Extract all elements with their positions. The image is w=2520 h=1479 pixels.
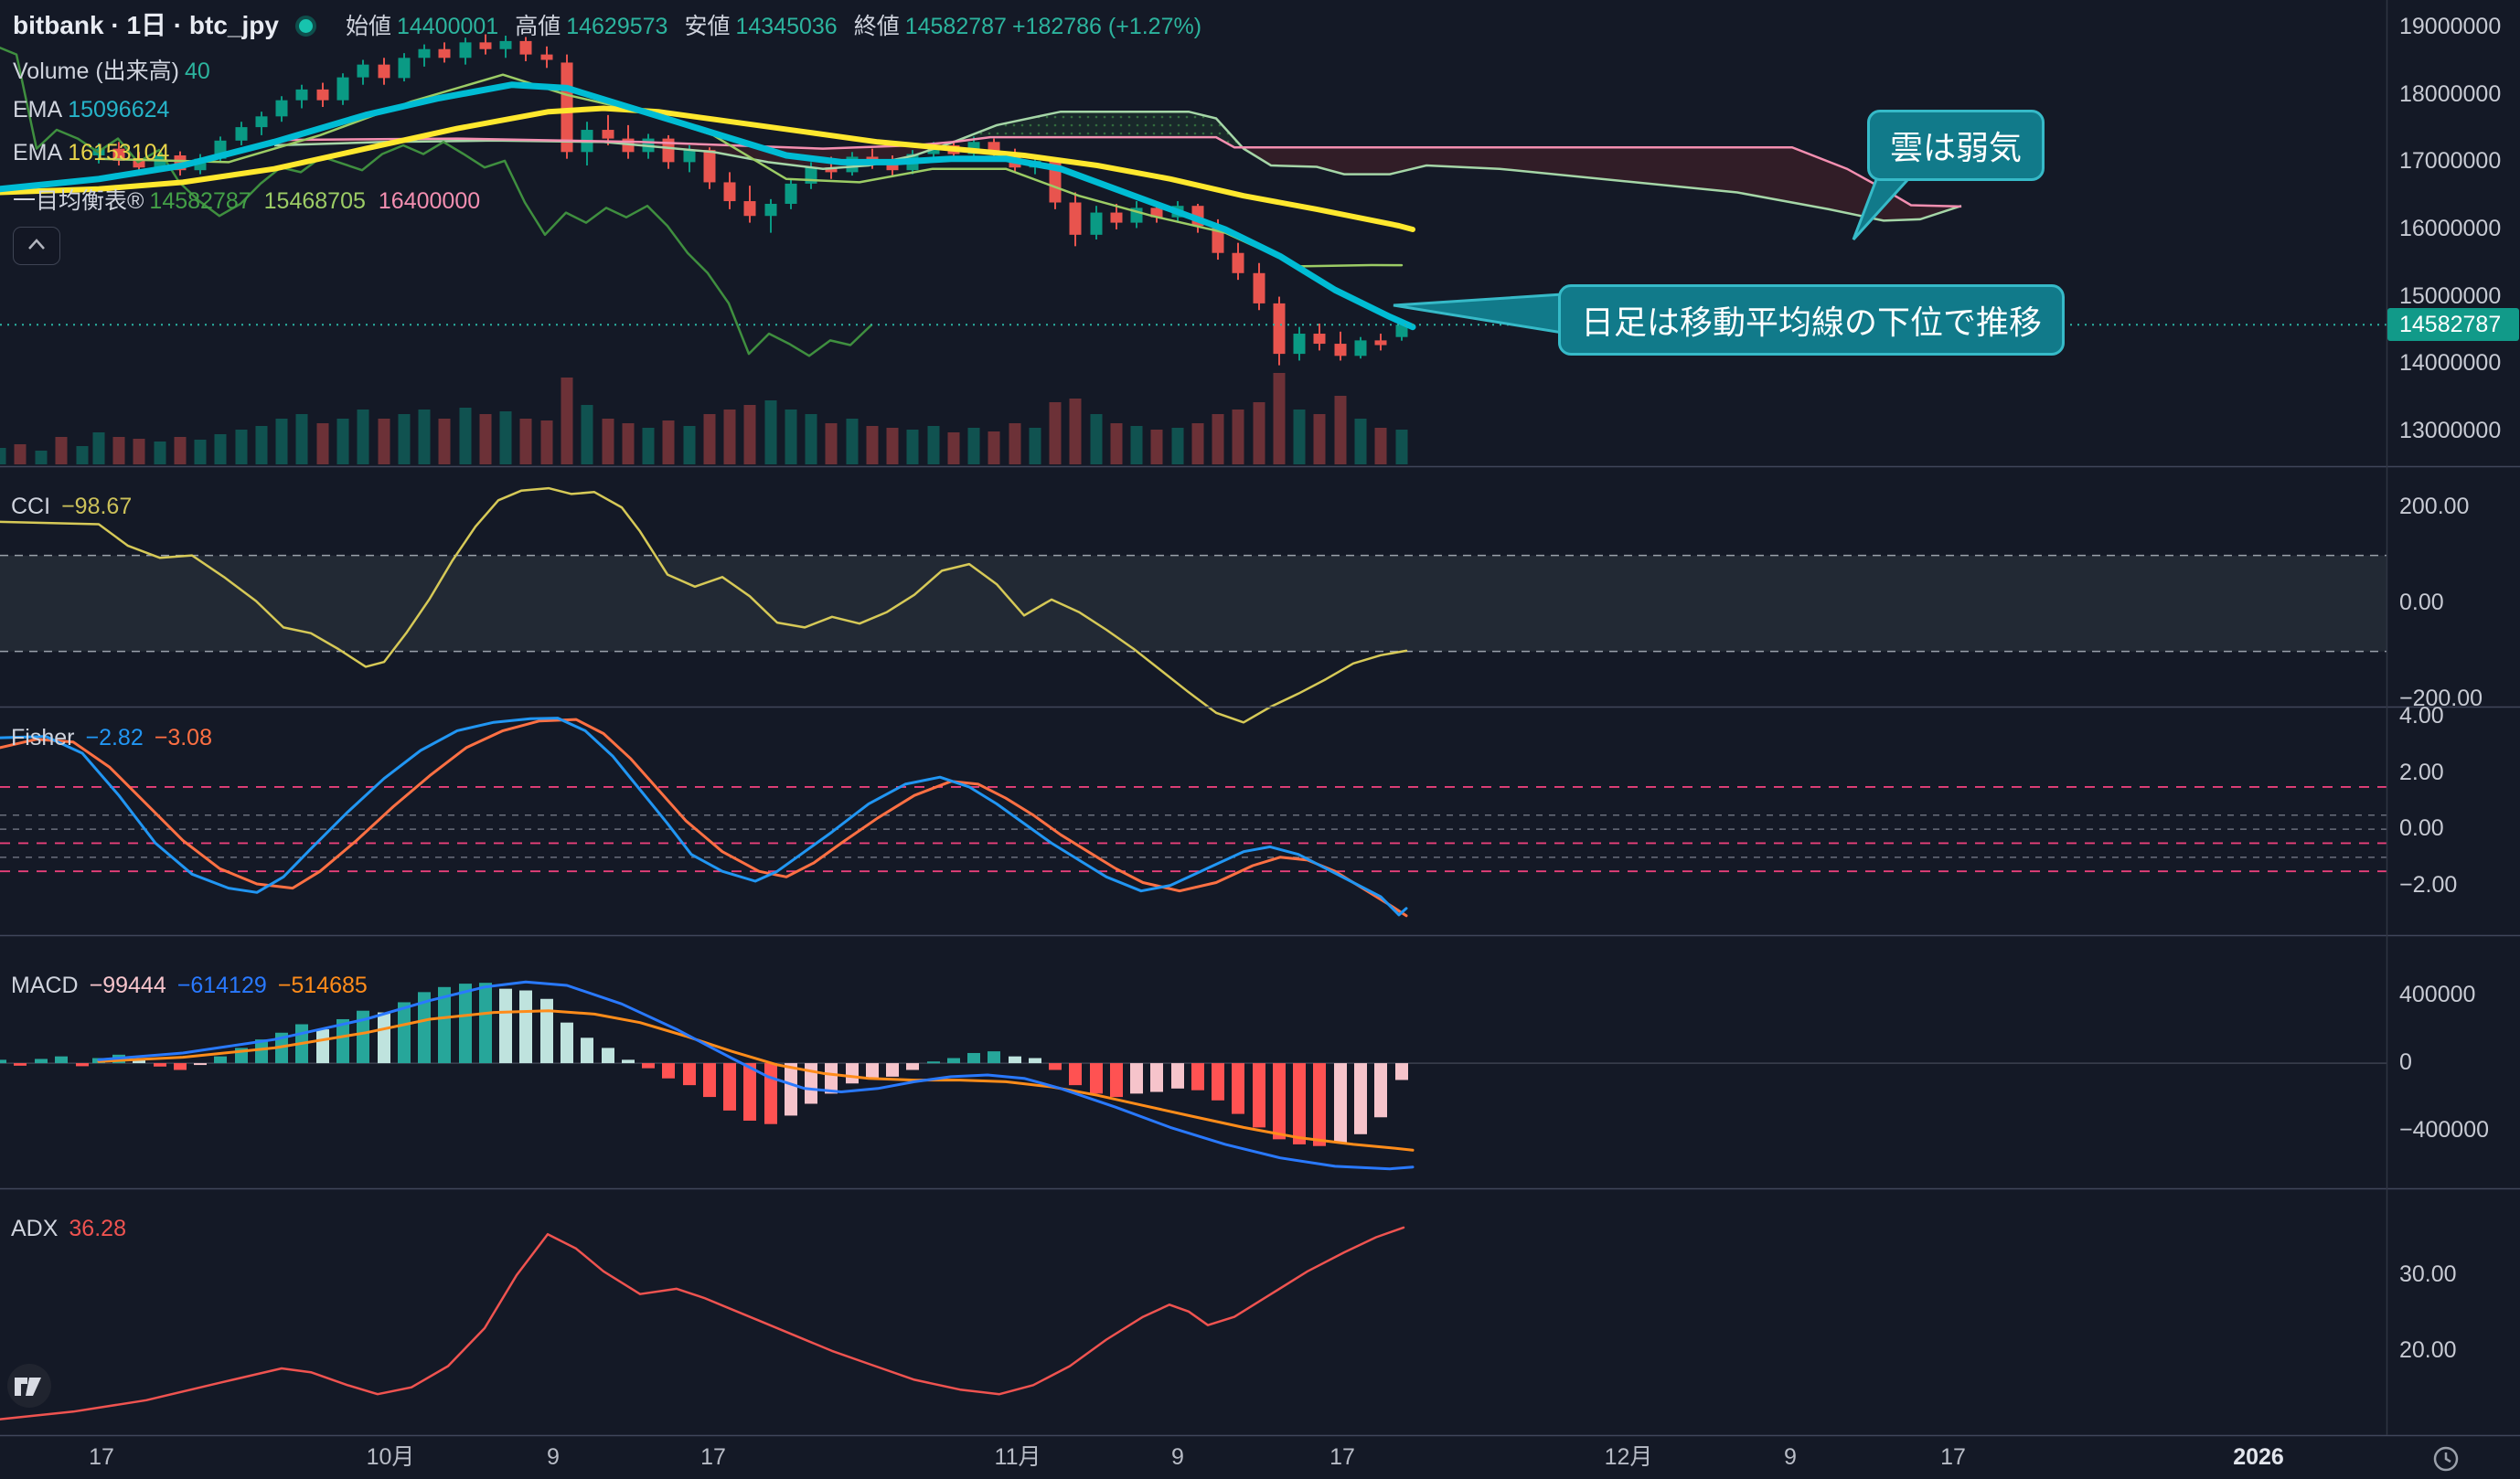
macd-signal-value: −514685 [277, 973, 368, 998]
price-axis[interactable]: 19000000 18000000 17000000 16000000 15000000… [2387, 0, 2520, 1435]
open-value: 14400001 [396, 14, 499, 39]
annotation-below-ma[interactable]: 日足は移動平均線の下位で推移 [1558, 284, 2066, 356]
ema-slow-value: 16153104 [68, 140, 170, 165]
time-axis-label: 9 [1784, 1444, 1797, 1470]
axis-label: 19000000 [2399, 14, 2502, 40]
axis-label: 20.00 [2399, 1336, 2457, 1363]
high-value: 14629573 [566, 14, 668, 39]
ema-fast-value: 15096624 [68, 97, 170, 122]
collapse-legend-button[interactable] [13, 227, 60, 265]
axis-label: −400000 [2399, 1117, 2490, 1144]
tradingview-logo[interactable] [4, 1360, 55, 1416]
symbol-header-row[interactable]: bitbank · 1日 · btc_jpy 始値 14400001 高値 146295… [13, 5, 1201, 42]
volume-legend-row[interactable]: Volume (出来高) 40 [13, 53, 210, 86]
time-axis-label: 12月 [1604, 1444, 1653, 1470]
adx-legend-row[interactable]: ADX 36.28 [11, 1216, 126, 1242]
open-label: 始値 [345, 14, 391, 39]
axis-label: 15000000 [2399, 282, 2502, 309]
fisher-legend-row[interactable]: Fisher −2.82 −3.08 [11, 725, 212, 751]
axis-label: 16000000 [2399, 215, 2502, 241]
clock-icon [2433, 1446, 2459, 1472]
time-axis[interactable]: 17 10月 9 17 11月 9 17 12月 9 17 2026 [0, 1436, 2520, 1479]
axis-label: 18000000 [2399, 80, 2502, 107]
axis-label: 30.00 [2399, 1261, 2457, 1287]
volume-value: 40 [184, 59, 210, 84]
adx-label: ADX [11, 1216, 59, 1241]
time-axis-label: 10月 [366, 1444, 415, 1470]
cci-label: CCI [11, 494, 51, 519]
axis-label: 200.00 [2399, 494, 2470, 520]
axis-label: 4.00 [2399, 703, 2444, 729]
cci-value: −98.67 [61, 494, 133, 519]
close-label: 終値 [853, 14, 900, 39]
ichimoku-value-2: 15468705 [263, 188, 366, 214]
symbol-title[interactable]: bitbank · 1日 · btc_jpy [13, 11, 279, 39]
ichimoku-value-1: 14582787 [149, 188, 251, 214]
axis-label: 0.00 [2399, 590, 2444, 616]
time-axis-label: 11月 [994, 1444, 1041, 1470]
axis-label: −2.00 [2399, 871, 2458, 898]
fisher-trigger-value: −3.08 [154, 725, 212, 750]
ema-fast-legend-row[interactable]: EMA 15096624 [13, 97, 169, 123]
volume-label: Volume (出来高) [13, 59, 179, 84]
cci-legend-row[interactable]: CCI −98.67 [11, 494, 132, 520]
ichimoku-value-3: 16400000 [378, 188, 481, 214]
low-label: 安値 [684, 14, 731, 39]
macd-hist-value: −99444 [89, 973, 166, 998]
high-label: 高値 [515, 14, 561, 39]
axis-label: 0 [2399, 1049, 2412, 1076]
axis-label: 13000000 [2399, 417, 2502, 443]
axis-label: 0.00 [2399, 815, 2444, 842]
ichimoku-label: 一目均衡表® [13, 188, 144, 214]
time-axis-label: 2026 [2233, 1444, 2284, 1470]
time-axis-label: 9 [1171, 1444, 1184, 1470]
macd-legend-row[interactable]: MACD −99444 −614129 −514685 [11, 973, 368, 999]
tradingview-logo-icon [7, 1364, 51, 1408]
axis-label: −200.00 [2399, 686, 2483, 712]
ema-slow-label: EMA [13, 140, 63, 165]
macd-line-value: −614129 [176, 973, 267, 998]
axis-label: 2.00 [2399, 759, 2444, 785]
time-axis-label: 17 [1329, 1444, 1355, 1470]
macd-label: MACD [11, 973, 79, 998]
ichimoku-legend-row[interactable]: 一目均衡表® 14582787 15468705 16400000 [13, 183, 480, 216]
annotation-cloud-bearish[interactable]: 雲は弱気 [1867, 110, 2045, 181]
time-axis-label: 17 [89, 1444, 114, 1470]
close-value: 14582787 [904, 14, 1007, 39]
current-price-badge: 14582787 [2387, 308, 2519, 342]
time-axis-label: 17 [1940, 1444, 1966, 1470]
low-value: 14345036 [735, 14, 838, 39]
axis-label: 17000000 [2399, 148, 2502, 175]
chevron-up-icon [27, 239, 45, 250]
adx-value: 36.28 [69, 1216, 126, 1241]
fisher-value: −2.82 [85, 725, 144, 750]
ema-fast-label: EMA [13, 97, 63, 122]
session-clock-icon[interactable] [2428, 1441, 2464, 1479]
ema-slow-legend-row[interactable]: EMA 16153104 [13, 140, 169, 166]
time-axis-label: 9 [547, 1444, 560, 1470]
fisher-label: Fisher [11, 725, 75, 750]
axis-label: 14000000 [2399, 350, 2502, 377]
axis-label: 400000 [2399, 982, 2476, 1008]
change-value: +182786 (+1.27%) [1011, 14, 1202, 39]
time-axis-label: 17 [700, 1444, 726, 1470]
realtime-status-icon [294, 15, 316, 37]
